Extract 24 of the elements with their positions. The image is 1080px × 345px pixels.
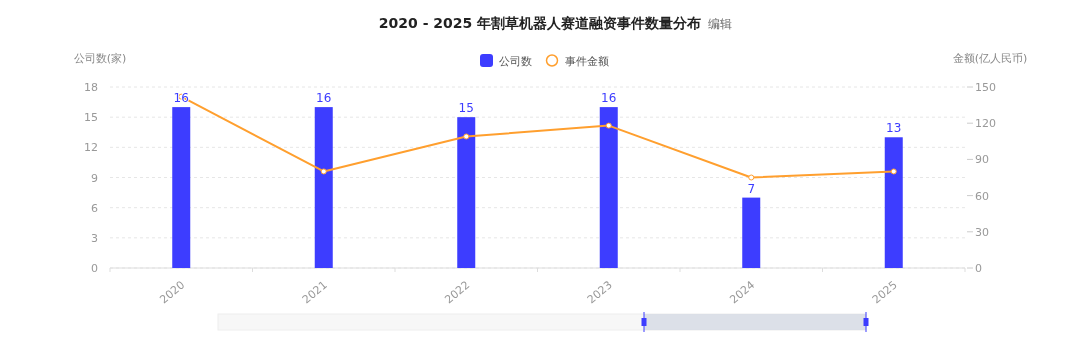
y2-axis-title: 金额(亿人民币): [952, 52, 1028, 65]
data-label: 16: [316, 91, 332, 106]
data-label: 7: [747, 181, 756, 196]
y2-tick-label: 90: [975, 153, 989, 167]
chart-title: 2020 - 2025 年割草机器人赛道融资事件数量分布: [378, 15, 702, 31]
y2-tick-label: 150: [975, 81, 996, 94]
legend-label: 事件金额: [565, 55, 609, 68]
y-tick-label: 15: [84, 111, 98, 125]
y-tick-label: 3: [91, 231, 98, 245]
legend-label: 公司数: [499, 55, 532, 68]
text: 编辑: [708, 17, 732, 31]
y-tick-label: 0: [91, 262, 98, 275]
y2-tick-label: 60: [975, 189, 989, 203]
y2-tick-label: 30: [975, 225, 989, 239]
y-axis-title: 公司数(家): [73, 52, 127, 65]
y-tick-label: 6: [91, 201, 98, 215]
data-label: 16: [601, 91, 617, 106]
y2-tick-label: 0: [975, 262, 982, 275]
y-tick-label: 18: [84, 81, 98, 94]
y-tick-label: 9: [91, 171, 98, 185]
data-label: 13: [886, 121, 902, 136]
y-tick-label: 12: [84, 141, 98, 155]
data-label: 15: [458, 101, 474, 116]
y2-tick-label: 120: [975, 117, 996, 131]
